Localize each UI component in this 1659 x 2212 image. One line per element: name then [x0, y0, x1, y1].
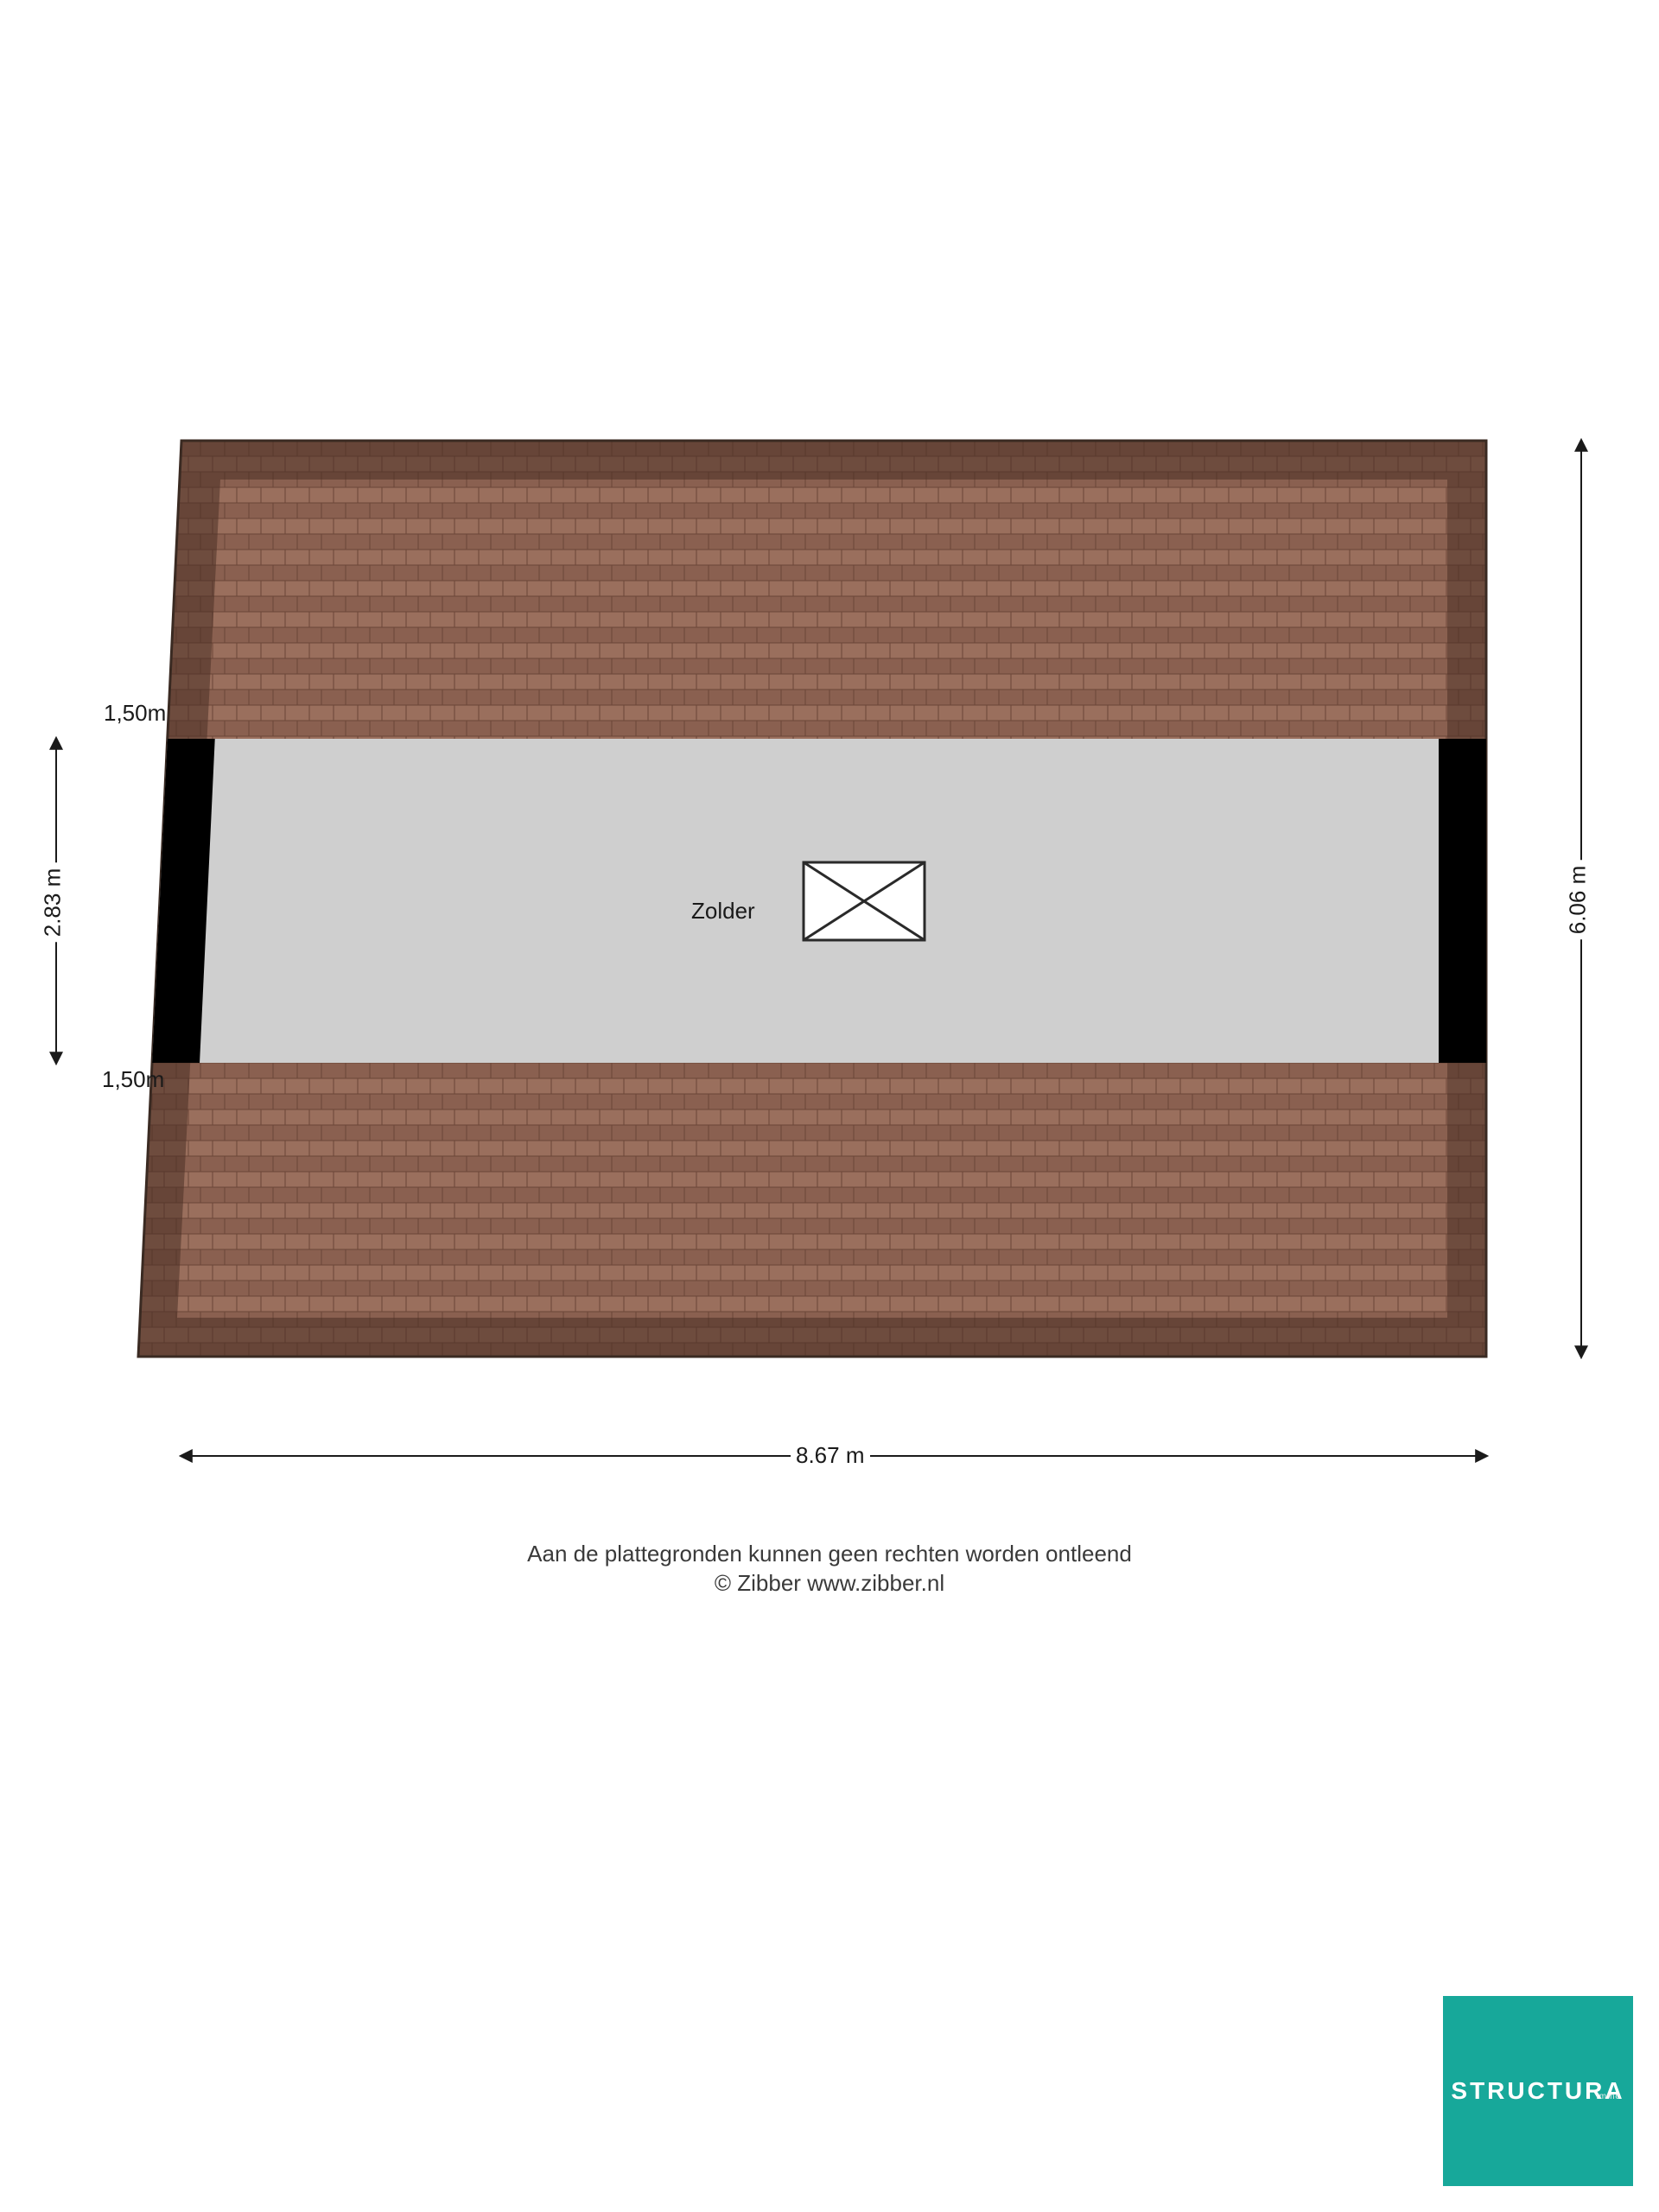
dimension-left-label: 2.83 m [39, 862, 66, 942]
height-marker-bottom: 1,50m [102, 1066, 164, 1093]
dimension-bottom-label: 8.67 m [791, 1442, 870, 1469]
logo-subtext: immo [1597, 2092, 1621, 2101]
dimension-right-label: 6.06 m [1564, 861, 1591, 940]
disclaimer-text: Aan de plattegronden kunnen geen rechten… [0, 1540, 1659, 1599]
disclaimer-line2: © Zibber www.zibber.nl [715, 1570, 944, 1596]
height-marker-top: 1,50m [104, 700, 166, 727]
floorplan-canvas: Zolder 1,50m 1,50m 8.67 m 6.06 m 2.83 m … [0, 0, 1659, 2212]
room-label-zolder: Zolder [691, 898, 755, 925]
structura-logo: STRUCTURA immo [1443, 1996, 1633, 2186]
plan-svg [0, 0, 1659, 2212]
disclaimer-line1: Aan de plattegronden kunnen geen rechten… [527, 1541, 1132, 1567]
